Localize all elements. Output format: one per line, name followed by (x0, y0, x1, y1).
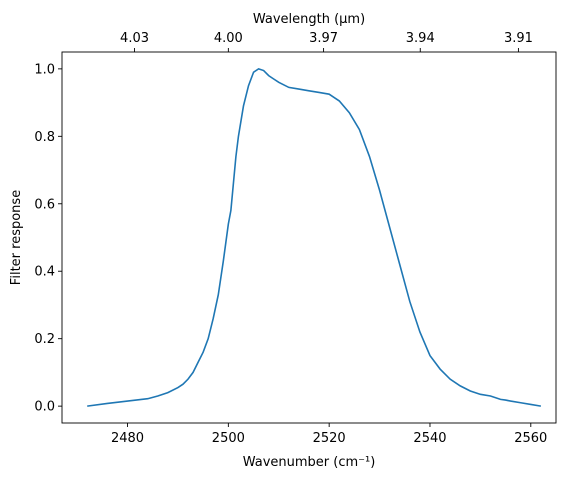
y-tick-label: 0.0 (34, 400, 55, 415)
top-tick-label: 4.00 (214, 31, 243, 46)
x-tick-label: 2540 (413, 431, 446, 446)
top-tick-label: 3.94 (406, 31, 435, 46)
y-tick-label: 0.4 (34, 265, 55, 280)
y-tick-label: 0.8 (34, 130, 55, 145)
top-tick-label: 3.91 (504, 31, 533, 46)
x-axis-label: Wavenumber (cm⁻¹) (243, 455, 376, 470)
y-tick-label: 1.0 (34, 62, 55, 77)
top-tick-label: 3.97 (309, 31, 338, 46)
x-axis-ticks: 2480 2500 2520 2540 2560 (111, 423, 547, 446)
y-tick-label: 0.6 (34, 197, 55, 212)
y-axis-ticks: 0.0 0.2 0.4 0.6 0.8 1.0 (34, 62, 62, 415)
x-tick-label: 2500 (212, 431, 245, 446)
x-tick-label: 2520 (313, 431, 346, 446)
y-tick-label: 0.2 (34, 332, 55, 347)
plot-frame (61, 51, 557, 424)
y-axis-label: Filter response (9, 190, 24, 285)
x-tick-label: 2480 (111, 431, 144, 446)
top-tick-label: 4.03 (120, 31, 149, 46)
x-tick-label: 2560 (514, 431, 547, 446)
top-axis-label: Wavelength (μm) (253, 12, 365, 27)
top-axis-ticks: 4.03 4.00 3.97 3.94 3.91 (120, 31, 533, 52)
filter-response-line (87, 67, 542, 407)
